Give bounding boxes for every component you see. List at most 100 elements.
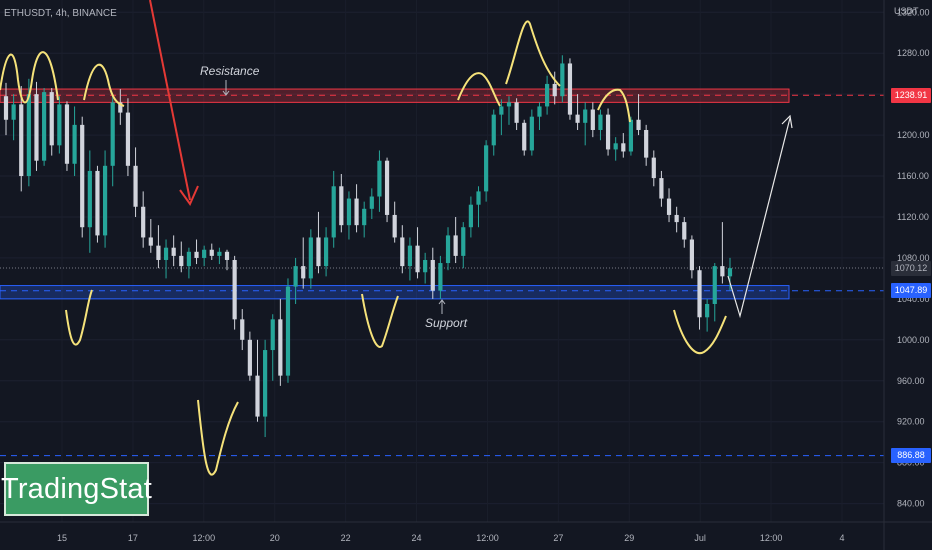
candle-body [293, 266, 298, 287]
candle [186, 247, 192, 279]
price-zones [0, 88, 790, 300]
candle-body [87, 170, 92, 228]
candle [567, 58, 573, 120]
support-price-label: 1047.89 [891, 283, 931, 299]
candle [171, 235, 176, 267]
candle-body [232, 259, 237, 320]
candle-body [514, 102, 519, 123]
candle-body [689, 239, 694, 271]
candle-body [415, 245, 420, 273]
candle [102, 150, 108, 248]
candle [377, 150, 382, 212]
candle-body [438, 263, 443, 291]
candle [590, 102, 595, 138]
candle-body [301, 266, 306, 279]
red-arrow-head [179, 185, 199, 207]
candle [3, 82, 9, 136]
red-trend-arrow [149, 0, 191, 201]
candle-body [354, 198, 359, 226]
candle [87, 150, 92, 253]
candle [628, 116, 634, 156]
candle-body [224, 251, 230, 260]
candle [339, 174, 344, 233]
candle-body [3, 96, 9, 120]
candle [499, 99, 504, 136]
candle [270, 314, 275, 381]
yellow-peak-curve [597, 88, 631, 123]
candle [636, 94, 641, 136]
candle-body [560, 63, 565, 97]
candle-body [506, 102, 512, 107]
candle [49, 88, 54, 156]
candle-body [628, 119, 634, 152]
candle-body [11, 104, 16, 120]
y-tick-label: 1160.00 [897, 171, 929, 181]
support-pointer-arrow [438, 299, 446, 314]
candle-body [659, 178, 664, 199]
support-annotation: Support [425, 316, 468, 330]
candle [125, 98, 131, 177]
y-tick-label: 1200.00 [897, 130, 930, 140]
candle [57, 96, 62, 154]
candle [644, 124, 649, 166]
candle-body [148, 237, 153, 246]
candle [148, 219, 153, 253]
candle-body [285, 286, 291, 376]
candle [468, 196, 473, 238]
candle [705, 298, 710, 332]
zone-resistance [0, 88, 790, 103]
candle-body [712, 266, 717, 304]
yellow-trough-curve [673, 309, 727, 355]
candle [209, 243, 214, 260]
candle-body [323, 237, 329, 267]
candle-body [95, 170, 100, 236]
y-tick-label: 960.00 [897, 376, 925, 386]
candle [682, 216, 687, 248]
candle [156, 225, 161, 269]
x-tick-label: 4 [839, 533, 844, 543]
candle [514, 98, 519, 130]
symbol-label: ETHUSDT, 4h, BINANCE [4, 8, 117, 19]
candle-body [583, 109, 588, 123]
candle [438, 255, 443, 299]
candle-body [255, 375, 260, 417]
candle-body [697, 270, 702, 318]
x-tick-label: 12:00 [760, 533, 783, 543]
last-price-label: 1070.12 [891, 260, 931, 276]
candle-body [102, 165, 108, 236]
candle [522, 119, 527, 156]
candle-body [461, 227, 466, 256]
yellow-peak-curve [83, 63, 125, 107]
candle-body [133, 165, 138, 207]
candle-body [57, 104, 62, 146]
candle [697, 266, 702, 330]
candle [301, 237, 306, 289]
candle-body [666, 198, 672, 215]
candle [537, 102, 542, 130]
candle-body [247, 339, 252, 376]
candle-body [362, 208, 367, 226]
candle-body [171, 247, 176, 256]
candle [240, 309, 245, 351]
candle-body [636, 119, 641, 130]
candle [331, 170, 336, 248]
candle [423, 252, 428, 284]
candle [64, 101, 70, 171]
candle [461, 222, 466, 269]
candle-body [64, 104, 70, 164]
candle [110, 94, 115, 187]
candle-body [316, 237, 321, 267]
yellow-peak-curve [505, 20, 561, 87]
candle [346, 191, 352, 240]
candle [674, 206, 679, 233]
candle [476, 186, 481, 228]
candle [247, 331, 252, 381]
yellow-peak-curve [457, 72, 501, 107]
candle [354, 184, 359, 233]
yellow-trough-curve [65, 289, 93, 346]
candle-body [567, 63, 573, 115]
candle-body [392, 214, 397, 238]
candle [621, 133, 626, 158]
